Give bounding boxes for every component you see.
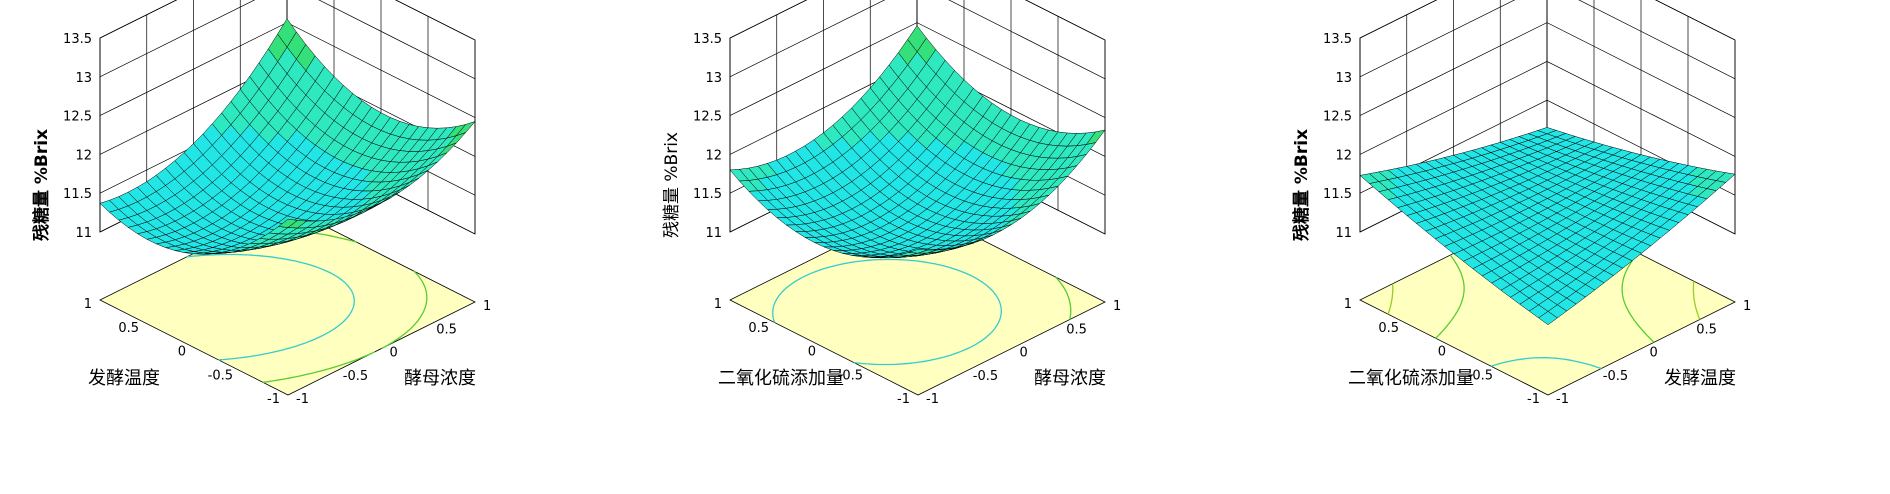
y-tick-label: -0.5: [343, 369, 368, 384]
x-axis-title: 二氧化硫添加量: [1348, 368, 1474, 389]
wall-grid-line: [1359, 22, 1736, 118]
wall-grid-line: [1359, 0, 1736, 41]
z-tick-label: 13.5: [63, 32, 92, 47]
z-axis-title: 残糖量 %Brix: [1291, 129, 1312, 241]
z-axis-title: 残糖量 %Brix: [31, 129, 52, 241]
y-tick-label: -0.5: [973, 369, 998, 384]
y-tick-label: 1: [1743, 299, 1751, 314]
x-tick-label: -0.5: [1468, 368, 1493, 383]
y-axis-title: 酵母浓度: [1034, 368, 1106, 389]
wall-grid-line: [729, 22, 1106, 118]
y-tick-label: 0: [1650, 346, 1658, 361]
floor-contour-line: [186, 253, 355, 361]
z-tick-label: 12.5: [1323, 110, 1352, 125]
z-tick-label: 13.5: [693, 32, 722, 47]
y-tick-label: -1: [926, 392, 939, 407]
z-axis-title: 残糖量 %Brix: [662, 132, 682, 238]
z-tick-label: 12: [75, 148, 92, 163]
surface-mesh: [1359, 127, 1736, 326]
surface-patch: [277, 218, 299, 228]
floor-contour-line: [772, 258, 1002, 366]
z-tick-label: 12.5: [63, 110, 92, 125]
z-tick-label: 13: [75, 71, 92, 86]
x-axis-title: 二氧化硫添加量: [718, 368, 844, 389]
y-tick-label: 1: [483, 299, 491, 314]
surface-chart-1: 11 11.5 12 12.5 13 13.5 1 0.5 0 -0.5 -1 1 0.5 0 -0.5 -1…: [31, 0, 491, 407]
x-tick-label: -0.5: [208, 368, 233, 383]
z-tick-label: 13: [705, 71, 722, 86]
surface-mesh: [729, 25, 1106, 259]
x-tick-label: 0: [1438, 345, 1446, 360]
z-tick-label: 11.5: [63, 187, 92, 202]
z-tick-label: 13: [1335, 71, 1352, 86]
x-tick-label: -1: [1527, 392, 1540, 407]
z-tick-label: 12.5: [693, 110, 722, 125]
wall-grid-line: [729, 0, 1106, 41]
y-axis-title: 发酵温度: [1664, 368, 1736, 389]
y-tick-label: 1: [1113, 299, 1121, 314]
z-tick-label: 11.5: [693, 187, 722, 202]
z-tick-label: 13.5: [1323, 32, 1352, 47]
wall-grid-line: [99, 0, 476, 80]
wall-grid-line: [99, 0, 476, 41]
surface-patch: [1538, 311, 1558, 326]
x-tick-label: 0: [178, 345, 186, 360]
floor-contour-line: [1387, 281, 1701, 320]
floor-contour-line: [1435, 252, 1655, 343]
x-tick-label: 1: [84, 297, 92, 312]
chart-panel-3: 11 11.5 12 12.5 13 13.5 1 0.5 0 -0.5 -1 1 0.5 0 -0.5 -1…: [1260, 0, 1890, 494]
chart-panel-2: 11 11.5 12 12.5 13 13.5 1 0.5 0 -0.5 -1 1 0.5 0 -0.5 -1…: [630, 0, 1260, 494]
chart-panel-1: 11 11.5 12 12.5 13 13.5 1 0.5 0 -0.5 -1 1 0.5 0 -0.5 -1…: [0, 0, 630, 494]
y-tick-label: -0.5: [1603, 369, 1628, 384]
wall-grid-line: [729, 0, 1106, 80]
x-tick-label: 0.5: [118, 321, 139, 336]
z-tick-label: 12: [705, 148, 722, 163]
x-tick-label: -1: [897, 392, 910, 407]
x-tick-label: 0.5: [1378, 321, 1399, 336]
wall-grid-line: [1359, 61, 1736, 157]
z-tick-label: 11: [1335, 226, 1352, 241]
y-tick-label: 0.5: [436, 322, 457, 337]
surface-patch: [908, 249, 928, 254]
x-tick-label: 1: [1344, 297, 1352, 312]
surface-chart-3: 11 11.5 12 12.5 13 13.5 1 0.5 0 -0.5 -1 1 0.5 0 -0.5 -1…: [1291, 0, 1751, 407]
x-axis-title: 发酵温度: [88, 368, 160, 389]
y-tick-label: 0: [390, 346, 398, 361]
x-tick-label: -0.5: [838, 368, 863, 383]
y-tick-label: -1: [1556, 392, 1569, 407]
x-tick-label: -1: [267, 392, 280, 407]
z-tick-label: 11.5: [1323, 187, 1352, 202]
x-tick-label: 0.5: [748, 321, 769, 336]
x-tick-label: 1: [714, 297, 722, 312]
y-tick-label: 0: [1020, 346, 1028, 361]
y-tick-label: 0.5: [1066, 322, 1087, 337]
x-tick-label: 0: [808, 345, 816, 360]
y-axis-title: 酵母浓度: [404, 368, 476, 389]
z-tick-label: 11: [705, 226, 722, 241]
z-tick-label: 11: [75, 226, 92, 241]
y-tick-label: -1: [296, 392, 309, 407]
y-tick-label: 0.5: [1696, 322, 1717, 337]
surface-mesh: [99, 18, 476, 255]
surface-chart-2: 11 11.5 12 12.5 13 13.5 1 0.5 0 -0.5 -1 1 0.5 0 -0.5 -1…: [662, 0, 1121, 407]
z-tick-label: 12: [1335, 148, 1352, 163]
wall-grid-line: [1359, 0, 1736, 80]
